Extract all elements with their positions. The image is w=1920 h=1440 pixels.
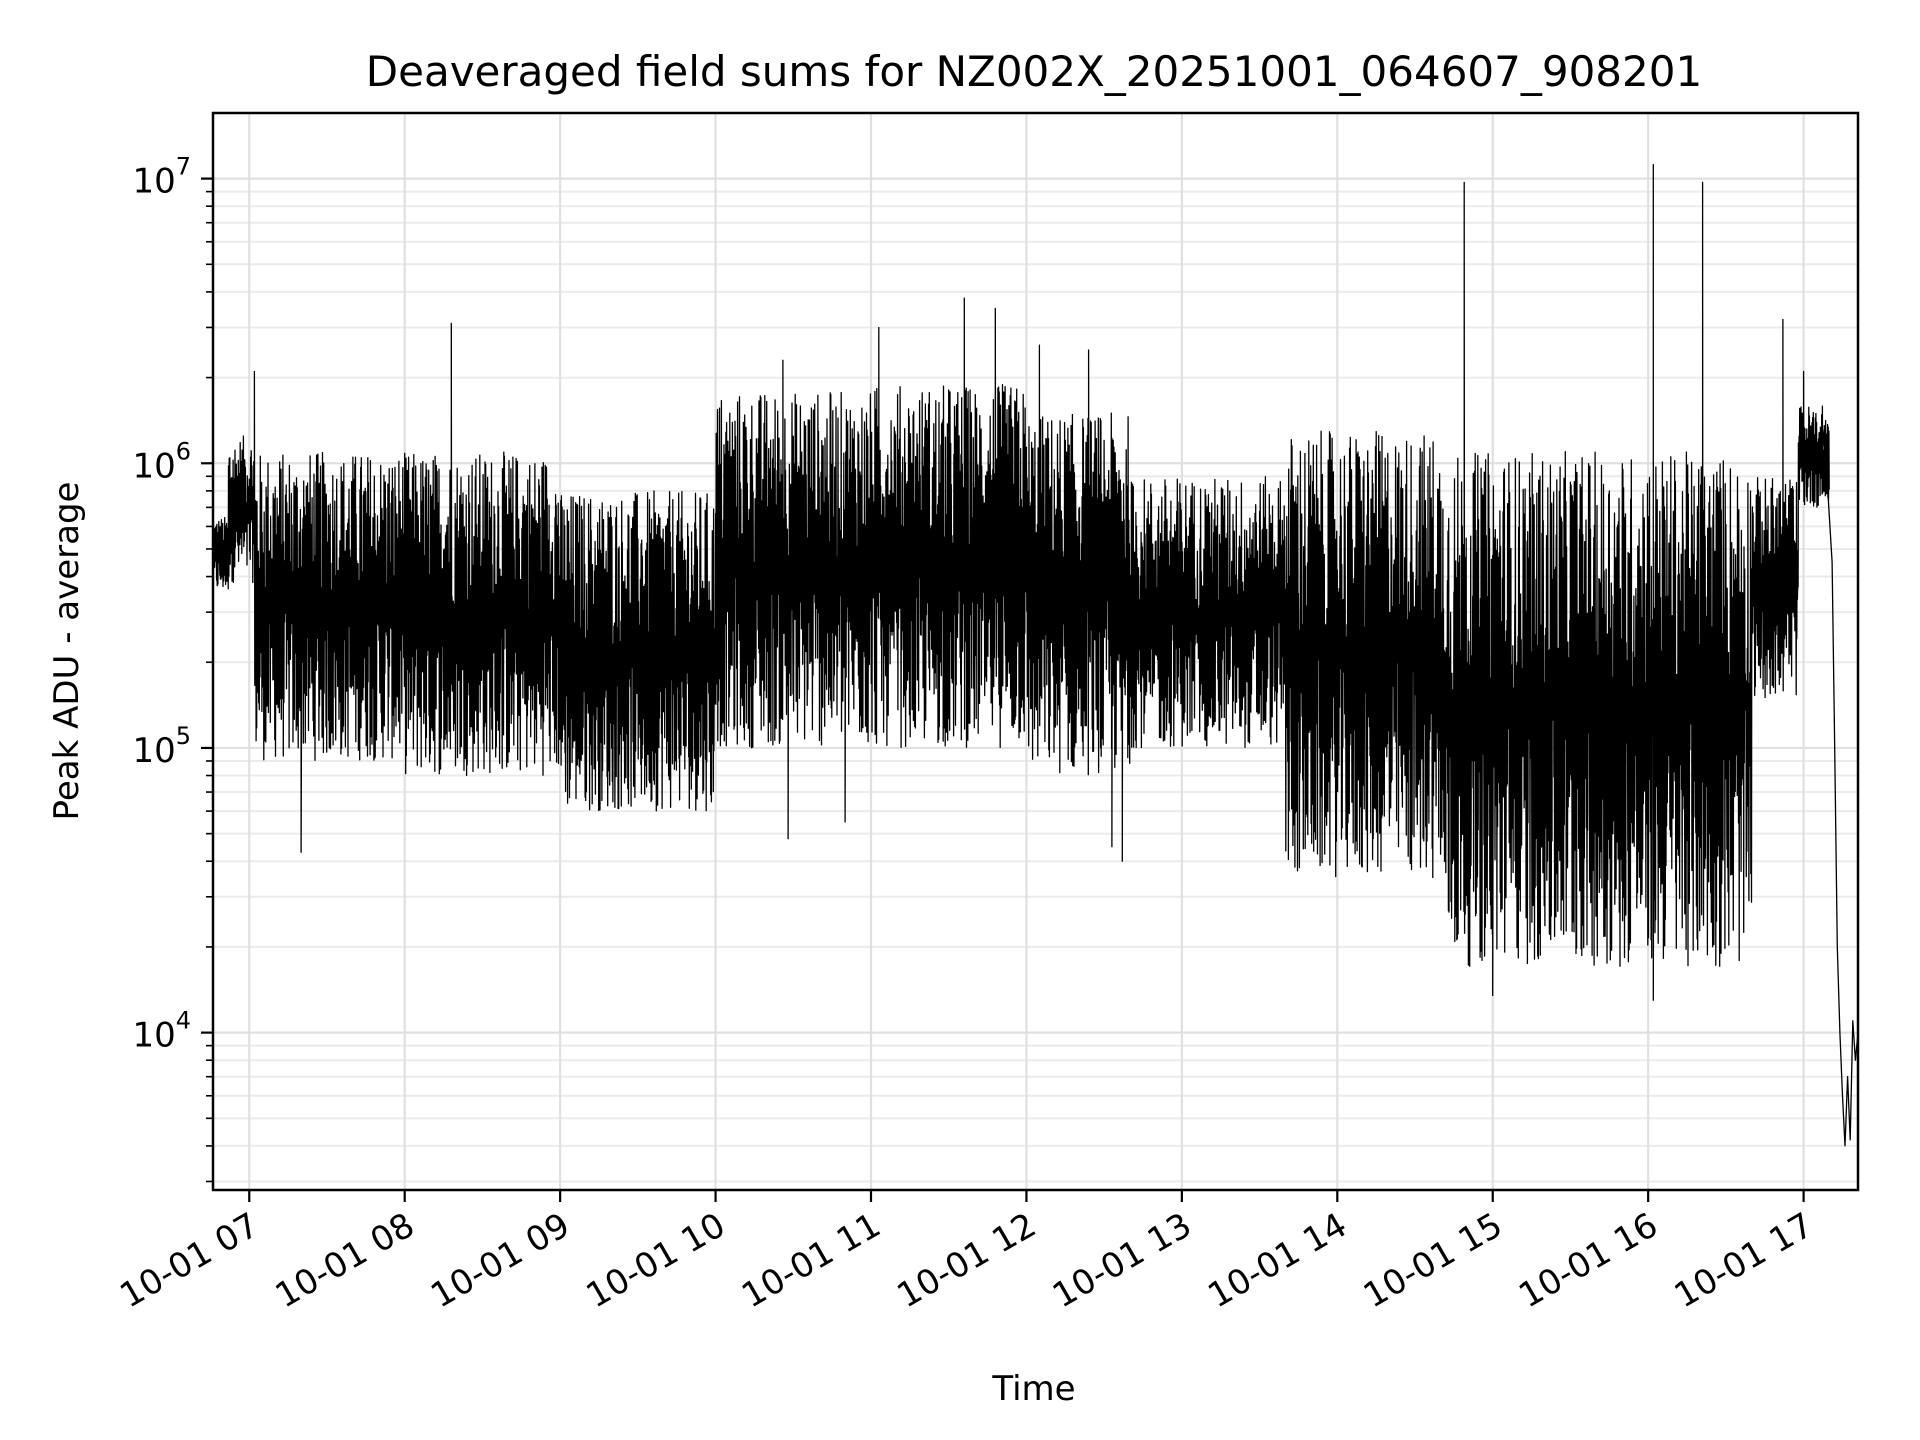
y-axis: 104 105 106 107 — [132, 153, 213, 1183]
series-line-group — [212, 163, 1859, 1147]
y-tick-label: 104 — [132, 1007, 191, 1056]
y-tick-label: 105 — [132, 722, 191, 771]
series-line — [212, 163, 1859, 1147]
chart-title: Deaveraged field sums for NZ002X_2025100… — [366, 47, 1702, 96]
y-axis-label: Peak ADU - average — [47, 482, 87, 821]
x-axis-label: Time — [991, 1369, 1075, 1409]
y-tick-label: 107 — [132, 153, 191, 202]
plot-frame — [211, 111, 1860, 1192]
y-tick-label: 106 — [132, 437, 191, 486]
